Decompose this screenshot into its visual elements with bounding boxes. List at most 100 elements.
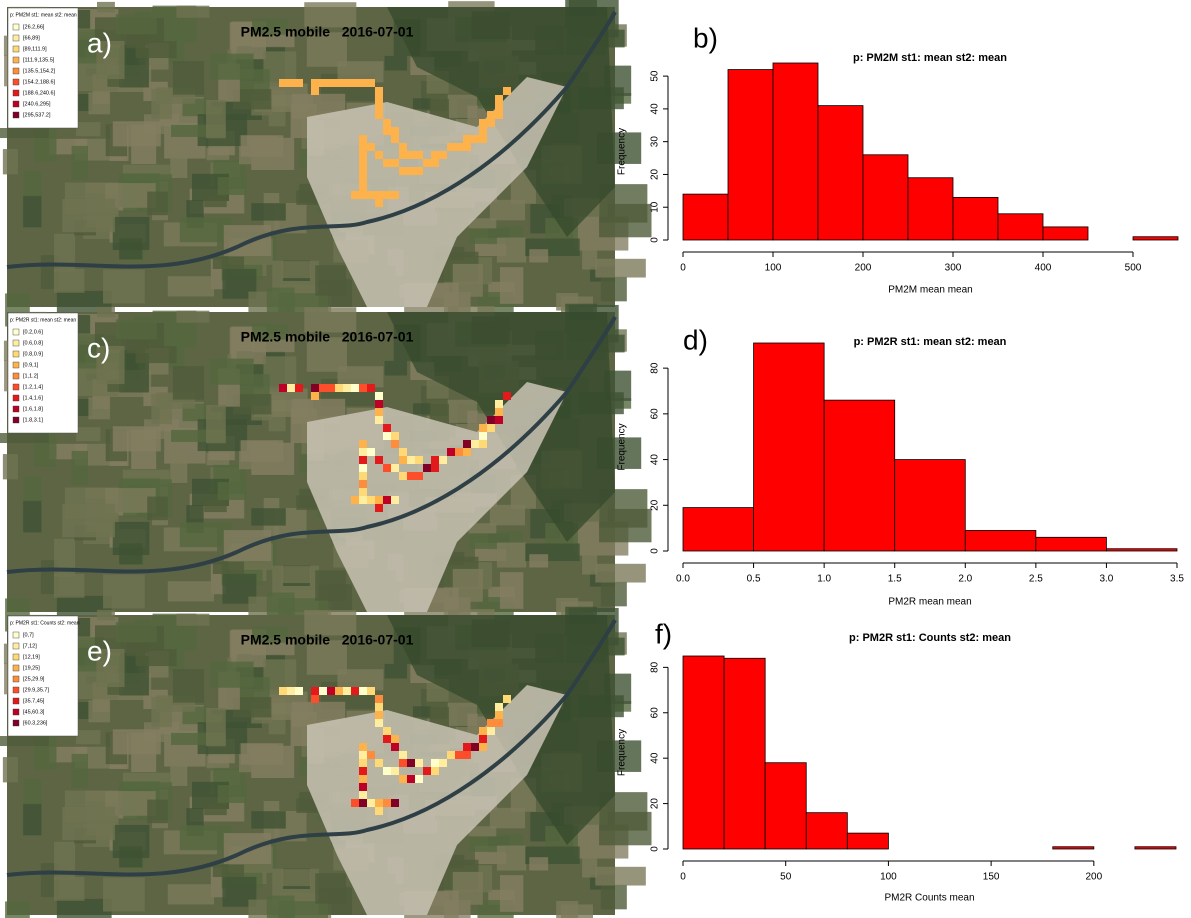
route-cell (375, 95, 383, 103)
map-panel: PM2.5 mobile 2016-07-01a)p: PM2M st1: me… (0, 0, 652, 331)
route-cell (383, 727, 391, 735)
legend-swatch (13, 90, 19, 96)
route-cell (391, 135, 399, 143)
route-cell (359, 791, 367, 799)
route-cell (375, 199, 383, 207)
map-field (218, 177, 247, 195)
map-title: PM2.5 mobile 2016-07-01 (241, 24, 414, 40)
route-cell (375, 711, 383, 719)
route-cell (295, 384, 303, 392)
x-tick-label: 200 (855, 263, 872, 274)
histogram-bar (754, 343, 825, 551)
map-field (23, 476, 41, 501)
map-field (490, 505, 525, 525)
map-field (180, 522, 232, 547)
route-cell (359, 799, 367, 807)
map-field (218, 785, 247, 803)
map-field (23, 500, 41, 532)
route-cell (487, 416, 495, 424)
map-field (23, 803, 41, 835)
legend-swatch (13, 417, 19, 423)
y-tick-label: 40 (650, 103, 661, 115)
map-field (113, 825, 150, 858)
map-field (88, 701, 110, 723)
legend-swatch (13, 340, 19, 346)
route-cell (479, 432, 487, 440)
route-cell (383, 127, 391, 135)
map-field (103, 574, 145, 608)
map-title: PM2.5 mobile 2016-07-01 (241, 632, 414, 648)
route-cell (503, 87, 511, 95)
route-cell (447, 448, 455, 456)
route-cell (399, 456, 407, 464)
route-cell (375, 111, 383, 119)
route-cell (399, 167, 407, 175)
legend-label: [188.6,240.6] (23, 90, 56, 96)
map-field (76, 730, 100, 744)
route-cell (399, 775, 407, 783)
legend-label: [135.5,154.2] (23, 68, 56, 74)
route-cell (351, 687, 359, 695)
route-cell (351, 384, 359, 392)
histogram-bar (818, 106, 863, 240)
x-axis-label: PM2M mean mean (888, 285, 972, 296)
route-cell (343, 79, 351, 87)
map-field (251, 811, 285, 828)
map-field (218, 482, 247, 500)
legend-label: [0.9,1] (23, 362, 39, 368)
route-cell (487, 119, 495, 127)
map-field (251, 508, 285, 525)
map-field (490, 808, 525, 828)
map-field (413, 403, 431, 414)
map-field (180, 217, 232, 242)
map-field (582, 537, 597, 574)
route-cell (367, 687, 375, 695)
route-cell (375, 87, 383, 95)
legend-swatch (13, 632, 19, 638)
legend-swatch (13, 79, 19, 85)
map-field (413, 98, 431, 109)
legend-label: [0.2,0.6] (23, 329, 43, 335)
route-cell (479, 743, 487, 751)
route-cell (383, 159, 391, 167)
route-cell (487, 719, 495, 727)
route-cell (367, 799, 375, 807)
route-cell (359, 456, 367, 464)
route-cell (431, 151, 439, 159)
route-cell (503, 392, 511, 400)
map-field (385, 361, 407, 376)
route-cell (391, 464, 399, 472)
x-tick-label: 1.0 (817, 574, 831, 585)
x-tick-label: 500 (1125, 263, 1142, 274)
route-cell (479, 127, 487, 135)
histogram-bar (998, 214, 1043, 240)
route-cell (359, 135, 367, 143)
panel-label: e) (87, 635, 112, 666)
route-cell (431, 456, 439, 464)
route-cell (319, 687, 327, 695)
route-cell (343, 687, 351, 695)
route-cell (391, 432, 399, 440)
route-cell (487, 727, 495, 735)
legend-label: [25,29.9] (23, 676, 45, 682)
route-cell (399, 143, 407, 151)
map-field (601, 885, 627, 910)
histogram-bar (1106, 549, 1177, 551)
map-field (595, 564, 645, 583)
legend-title: p: PM2M st1: mean st2: mean (10, 12, 77, 18)
route-cell (359, 464, 367, 472)
x-tick-label: 400 (1035, 263, 1052, 274)
map-field (76, 122, 100, 136)
chart-title: p: PM2R st1: Counts st2: mean (849, 632, 1011, 644)
route-cell (479, 440, 487, 448)
histogram-bar (965, 530, 1036, 551)
map-field (204, 803, 227, 815)
map-field (500, 572, 523, 609)
panel-label: c) (87, 332, 110, 363)
legend-label: [0,7] (23, 632, 34, 638)
route-cell (375, 807, 383, 815)
map-field (170, 757, 187, 786)
route-cell (287, 384, 295, 392)
route-cell (367, 79, 375, 87)
map-field (116, 14, 157, 34)
